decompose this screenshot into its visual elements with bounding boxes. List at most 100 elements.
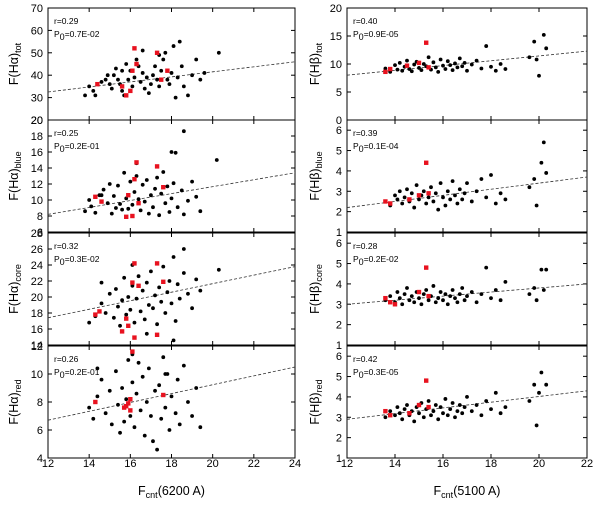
data-point [532,286,537,290]
data-point-red [388,66,393,72]
data-point [91,88,96,93]
data-point [484,265,489,270]
data-point [130,283,135,288]
data-point [120,88,124,93]
data-point [114,369,118,374]
data-point [177,39,182,44]
data-point [541,288,546,292]
data-point [165,184,170,189]
correlation-label: r=0.29 [54,16,79,26]
data-point [448,294,453,299]
data-point [163,311,168,315]
data-point [474,403,479,407]
data-point [462,298,467,303]
data-point [151,205,155,210]
data-point [395,67,400,72]
data-point-red [124,93,129,98]
data-point [498,191,503,196]
y-tick-label: 6 [37,227,43,239]
data-point [95,394,100,399]
data-point [443,397,448,401]
data-point [149,82,153,87]
data-point [140,374,145,379]
x-axis-label: Fcnt(5100 A) [434,484,501,500]
data-point [144,178,149,182]
data-point [99,193,104,198]
data-point [167,82,172,87]
data-point [159,68,164,73]
data-point [479,66,484,71]
data-point [181,84,186,89]
data-point [140,288,145,293]
data-point [153,388,157,393]
data-point [503,279,508,284]
data-point [118,202,122,206]
data-point [103,411,108,416]
data-point [484,44,489,48]
data-point [479,177,484,181]
data-point [421,189,426,194]
data-point [109,211,114,216]
data-point [527,399,532,403]
correlation-label: r=0.26 [54,354,79,364]
data-point [527,55,532,60]
data-point [83,93,87,98]
data-point [167,428,172,432]
fit-line [47,366,296,421]
y-tick-label: 4 [336,166,342,178]
data-point [534,203,539,208]
x-tick-label: 22 [248,458,260,470]
data-point-red [426,404,431,410]
data-point [503,67,508,71]
y-tick-label: 4 [37,453,43,465]
data-point [397,60,402,65]
data-point [142,199,147,204]
data-point [181,271,186,275]
data-point [544,46,549,51]
data-point [541,32,546,37]
data-point-red [388,201,393,206]
data-point [136,360,141,365]
y-tick-label: 70 [31,3,43,15]
data-point [453,61,457,66]
data-point [146,366,151,371]
data-point [445,189,450,194]
data-point [431,409,436,414]
data-point [126,206,131,211]
panel-red-2: 1 2 3 4 5 6 r=0.42 P0=0.3E-05 F(Hβ)red [308,345,588,465]
data-point [383,66,388,71]
data-point [450,401,455,405]
data-point [163,405,168,410]
data-point [469,290,474,294]
data-point [157,84,162,89]
data-point [179,64,184,69]
data-point [194,194,199,199]
data-point [532,39,537,44]
data-point [155,322,159,327]
data-point [414,183,419,188]
y-tick-label: 12 [31,341,43,353]
data-point [114,206,118,210]
data-point [95,366,100,371]
data-point [400,417,405,422]
panel-frame [346,232,588,346]
data-point [457,56,462,61]
data-point-red [165,68,170,73]
data-point [128,307,133,312]
data-point [498,62,503,66]
data-point [140,48,145,53]
data-point [405,187,409,192]
data-point [144,400,149,404]
y-tick-label: 20 [31,292,43,304]
data-point [445,413,450,418]
data-point-red [416,402,422,408]
data-point [155,77,159,82]
data-point [198,209,203,214]
x-tick-label: 14 [83,458,95,470]
data-point [138,208,143,213]
x-tick-label: 18 [165,458,177,470]
data-point-red [161,392,166,398]
data-point [151,73,155,78]
data-point [417,411,421,416]
data-point [460,197,465,202]
